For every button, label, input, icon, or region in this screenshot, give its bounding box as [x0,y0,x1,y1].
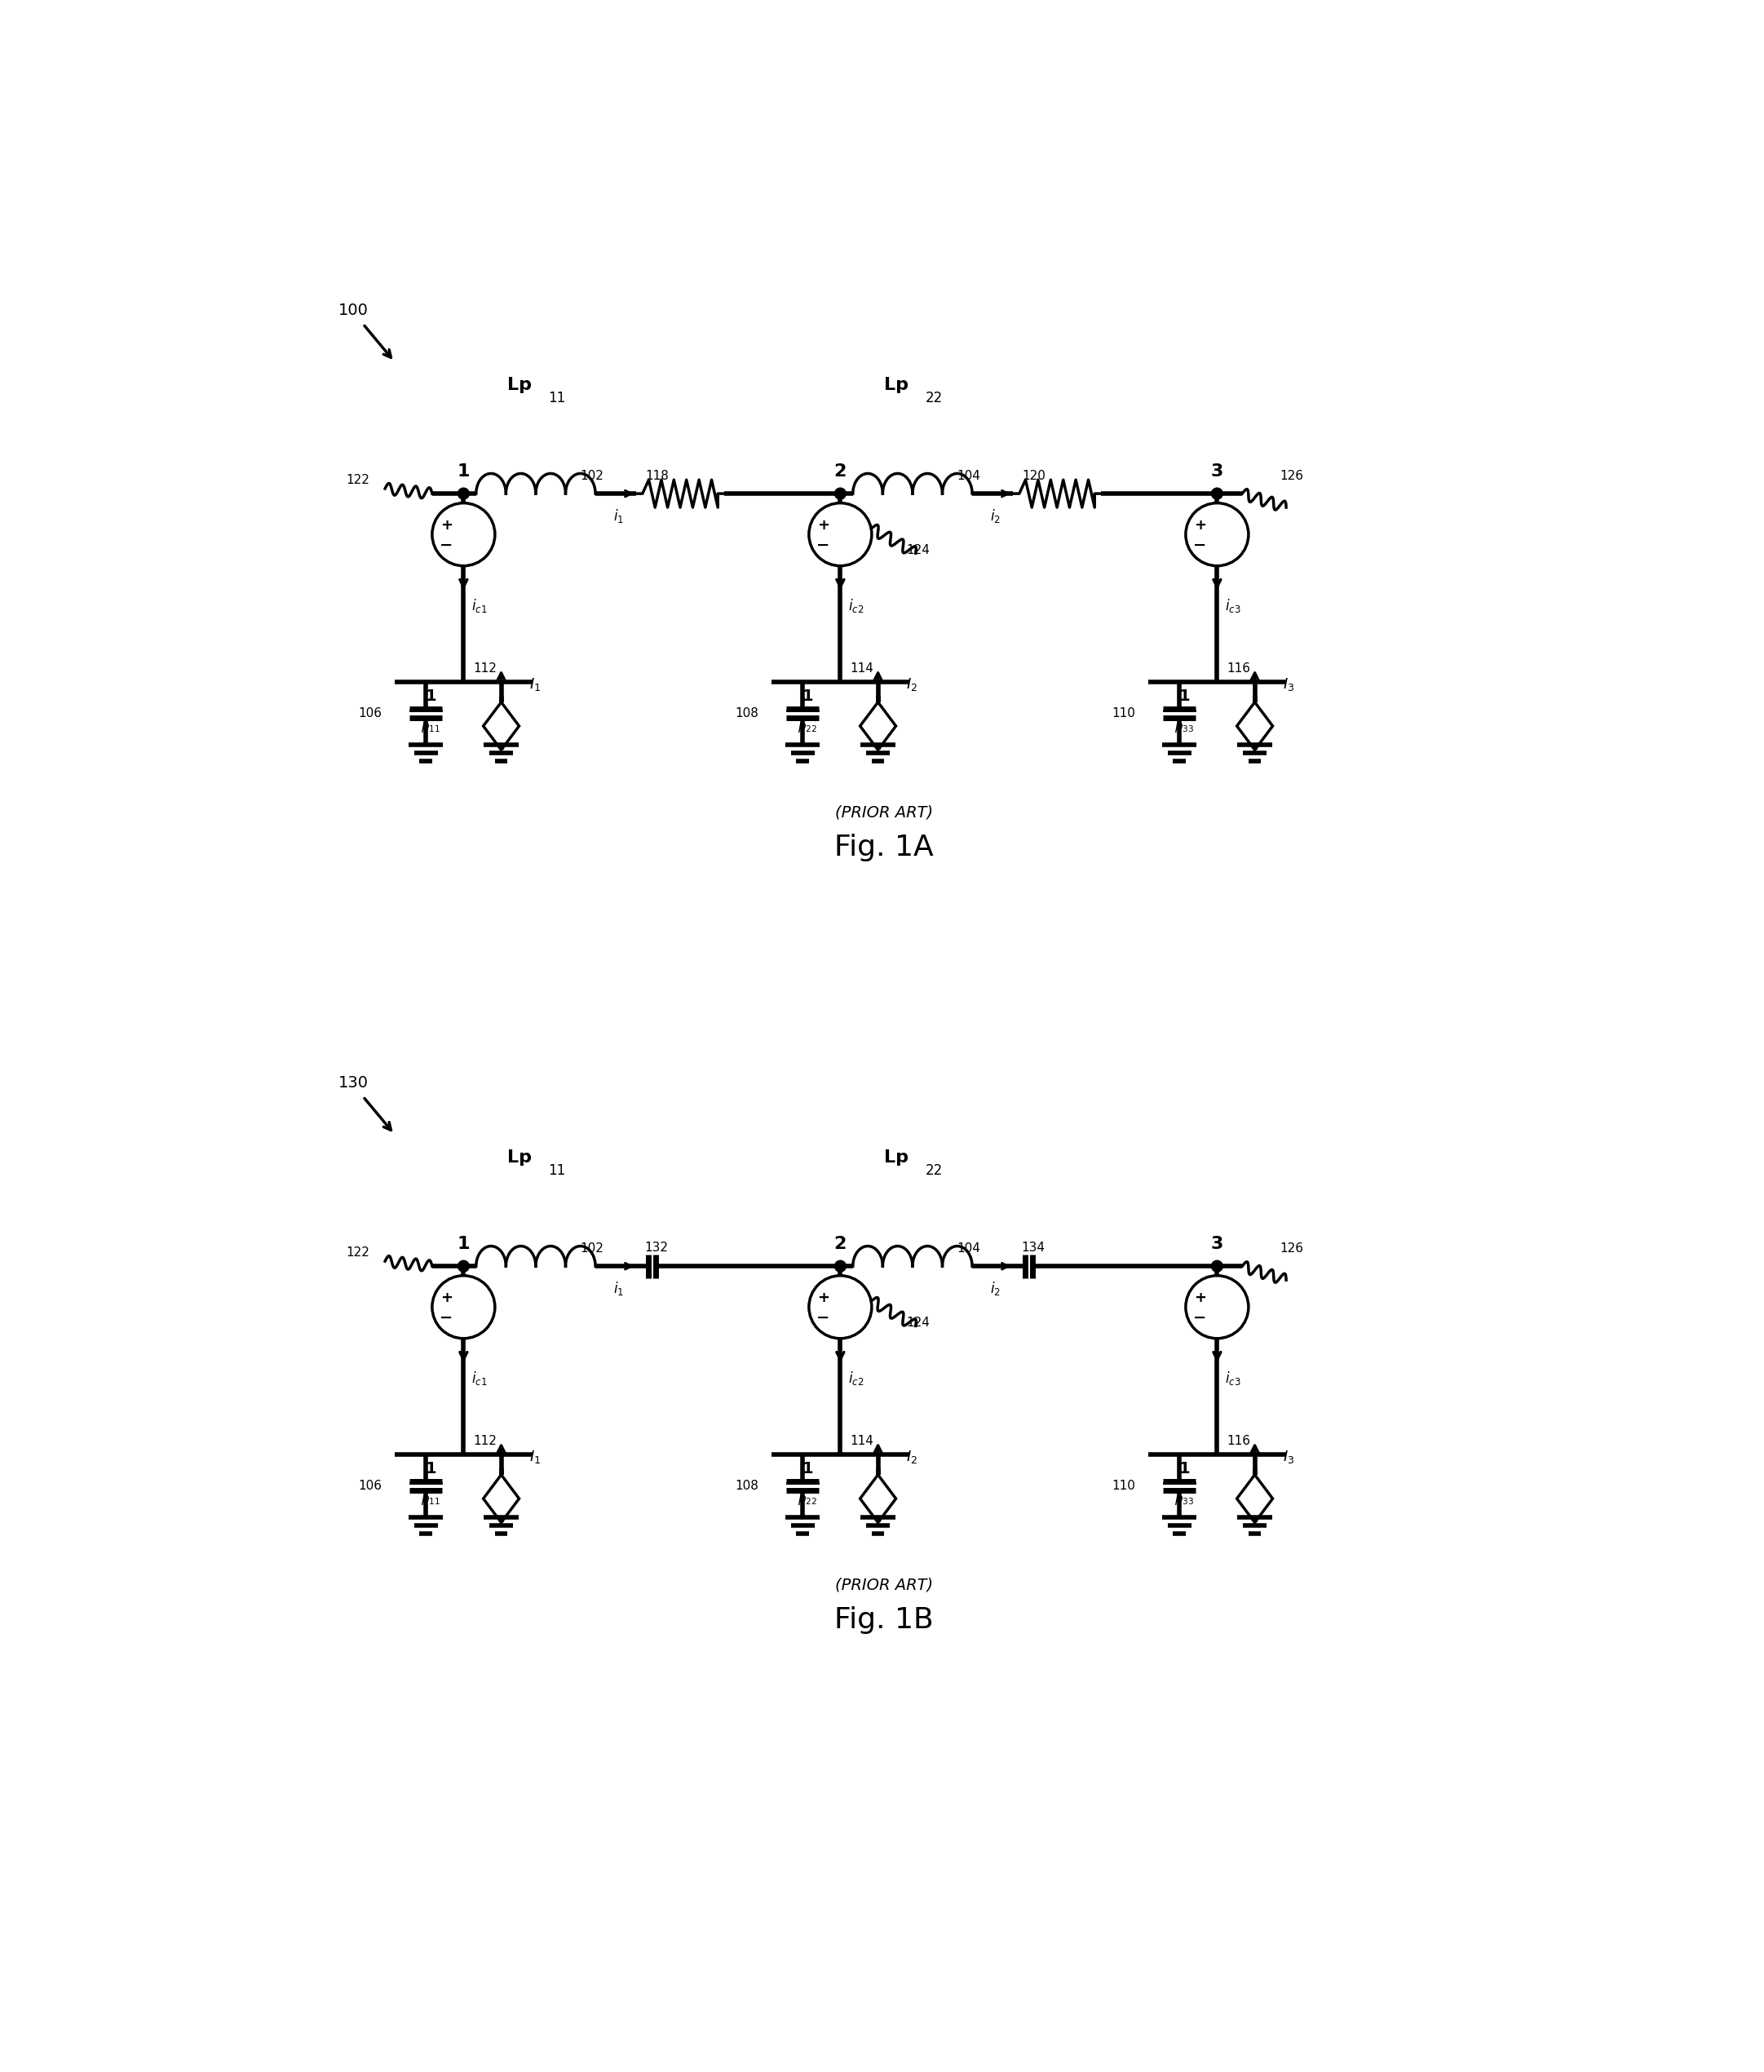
Text: $I_1$: $I_1$ [529,1448,542,1465]
Text: 100: 100 [339,303,369,317]
Text: 3: 3 [1210,1237,1224,1251]
Circle shape [1212,487,1222,499]
Text: Lp: Lp [508,1150,533,1167]
Text: $p_{11}$: $p_{11}$ [422,1494,441,1506]
Text: $i_1$: $i_1$ [614,1280,624,1297]
Text: 102: 102 [580,1243,603,1256]
Text: +: + [1194,1291,1207,1305]
Text: 1: 1 [1178,688,1191,704]
Text: $i_{c3}$: $i_{c3}$ [1224,1370,1240,1386]
Text: 132: 132 [644,1241,669,1254]
Text: Lp: Lp [884,377,908,394]
Text: 1: 1 [425,688,436,704]
Text: 1: 1 [1178,1461,1191,1477]
Text: 126: 126 [1281,470,1304,483]
Text: $i_{c3}$: $i_{c3}$ [1224,597,1240,615]
Text: $I_3$: $I_3$ [1282,675,1295,692]
Circle shape [1212,1260,1222,1272]
Text: $i_1$: $i_1$ [614,508,624,524]
Text: 120: 120 [1023,470,1046,483]
Circle shape [459,487,469,499]
Text: 108: 108 [736,1479,759,1492]
Text: −: − [439,1310,453,1326]
Text: $I_2$: $I_2$ [907,675,917,692]
Text: (PRIOR ART): (PRIOR ART) [836,1577,933,1593]
Text: 22: 22 [924,1164,942,1179]
Text: 118: 118 [646,470,669,483]
Text: 106: 106 [358,1479,381,1492]
Text: 110: 110 [1111,707,1136,719]
Text: 11: 11 [549,392,566,406]
Text: 102: 102 [580,470,603,483]
Text: 3: 3 [1210,464,1224,481]
Text: −: − [1192,1310,1207,1326]
Text: Lp: Lp [884,1150,908,1167]
Text: 126: 126 [1281,1243,1304,1256]
Text: −: − [1192,537,1207,553]
Text: 130: 130 [339,1075,369,1090]
Text: $p_{11}$: $p_{11}$ [422,721,441,733]
Text: 104: 104 [956,1243,981,1256]
Text: $i_{c1}$: $i_{c1}$ [471,597,487,615]
Text: −: − [439,537,453,553]
Text: $i_{c2}$: $i_{c2}$ [848,597,864,615]
Circle shape [834,487,847,499]
Text: $I_3$: $I_3$ [1282,1448,1295,1465]
Text: 114: 114 [850,663,873,675]
Text: 1: 1 [457,1237,469,1251]
Text: 112: 112 [473,1436,496,1446]
Text: $I_2$: $I_2$ [907,1448,917,1465]
Text: $I_1$: $I_1$ [529,675,542,692]
Text: $p_{22}$: $p_{22}$ [797,721,817,733]
Text: +: + [817,1291,829,1305]
Text: 122: 122 [346,474,369,487]
Text: −: − [817,537,829,553]
Circle shape [459,1260,469,1272]
Text: $i_{c1}$: $i_{c1}$ [471,1370,487,1386]
Text: 1: 1 [803,1461,813,1477]
Text: 124: 124 [907,1316,930,1328]
Text: +: + [1194,518,1207,533]
Text: Lp: Lp [508,377,533,394]
Text: $p_{33}$: $p_{33}$ [1175,721,1194,733]
Text: 22: 22 [924,392,942,406]
Text: $i_{c2}$: $i_{c2}$ [848,1370,864,1386]
Text: +: + [441,518,452,533]
Text: +: + [817,518,829,533]
Text: Fig. 1B: Fig. 1B [834,1606,933,1633]
Text: 124: 124 [907,543,930,555]
Circle shape [834,1260,847,1272]
Text: 110: 110 [1111,1479,1136,1492]
Text: 108: 108 [736,707,759,719]
Text: 1: 1 [425,1461,436,1477]
Text: 2: 2 [834,1237,847,1251]
Text: 1: 1 [457,464,469,481]
Text: 112: 112 [473,663,496,675]
Text: 114: 114 [850,1436,873,1446]
Text: 104: 104 [956,470,981,483]
Text: 1: 1 [803,688,813,704]
Text: 134: 134 [1021,1241,1044,1254]
Text: 2: 2 [834,464,847,481]
Text: $i_2$: $i_2$ [990,508,1000,524]
Text: $p_{33}$: $p_{33}$ [1175,1494,1194,1506]
Text: (PRIOR ART): (PRIOR ART) [836,804,933,821]
Text: 106: 106 [358,707,381,719]
Text: Fig. 1A: Fig. 1A [834,833,933,862]
Text: $p_{22}$: $p_{22}$ [797,1494,817,1506]
Text: +: + [441,1291,452,1305]
Text: −: − [817,1310,829,1326]
Text: 11: 11 [549,1164,566,1179]
Text: 116: 116 [1226,663,1251,675]
Text: 116: 116 [1226,1436,1251,1446]
Text: $i_2$: $i_2$ [990,1280,1000,1297]
Text: 122: 122 [346,1247,369,1258]
